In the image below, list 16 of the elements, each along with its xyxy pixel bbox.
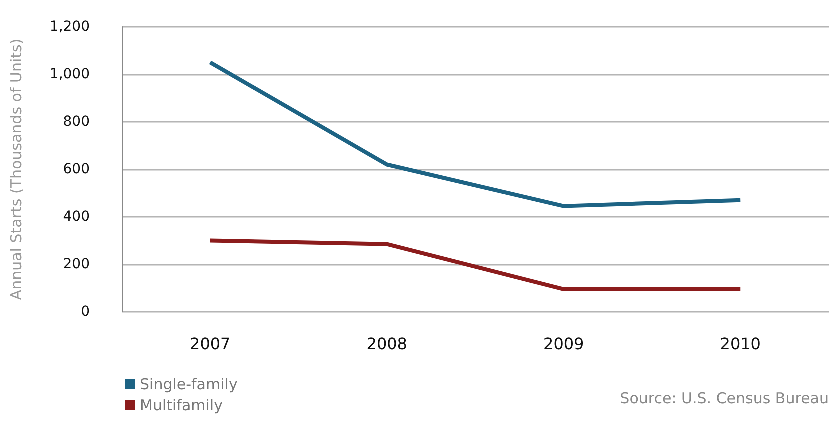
source-note: Source: U.S. Census Bureau [620,390,829,408]
legend-label: Multifamily [140,396,224,414]
x-tick-label: 2007 [190,334,231,354]
y-tick-label: 400 [63,209,90,225]
y-tick-label: 600 [63,162,90,178]
line-series [208,60,743,208]
y-tick-label: 1,200 [50,19,90,35]
x-tick-label: 2010 [720,334,761,354]
y-tick-label: 800 [63,114,90,130]
y-tick-label: 0 [81,304,90,320]
y-axis-title: Annual Starts (Thousands of Units) [8,38,26,300]
y-tick-label: 200 [63,256,90,272]
x-tick-label: 2008 [366,334,408,354]
y-tick-label: 1,000 [50,66,90,82]
x-tick-label: 2009 [544,334,584,354]
legend-label: Single-family [140,376,238,394]
